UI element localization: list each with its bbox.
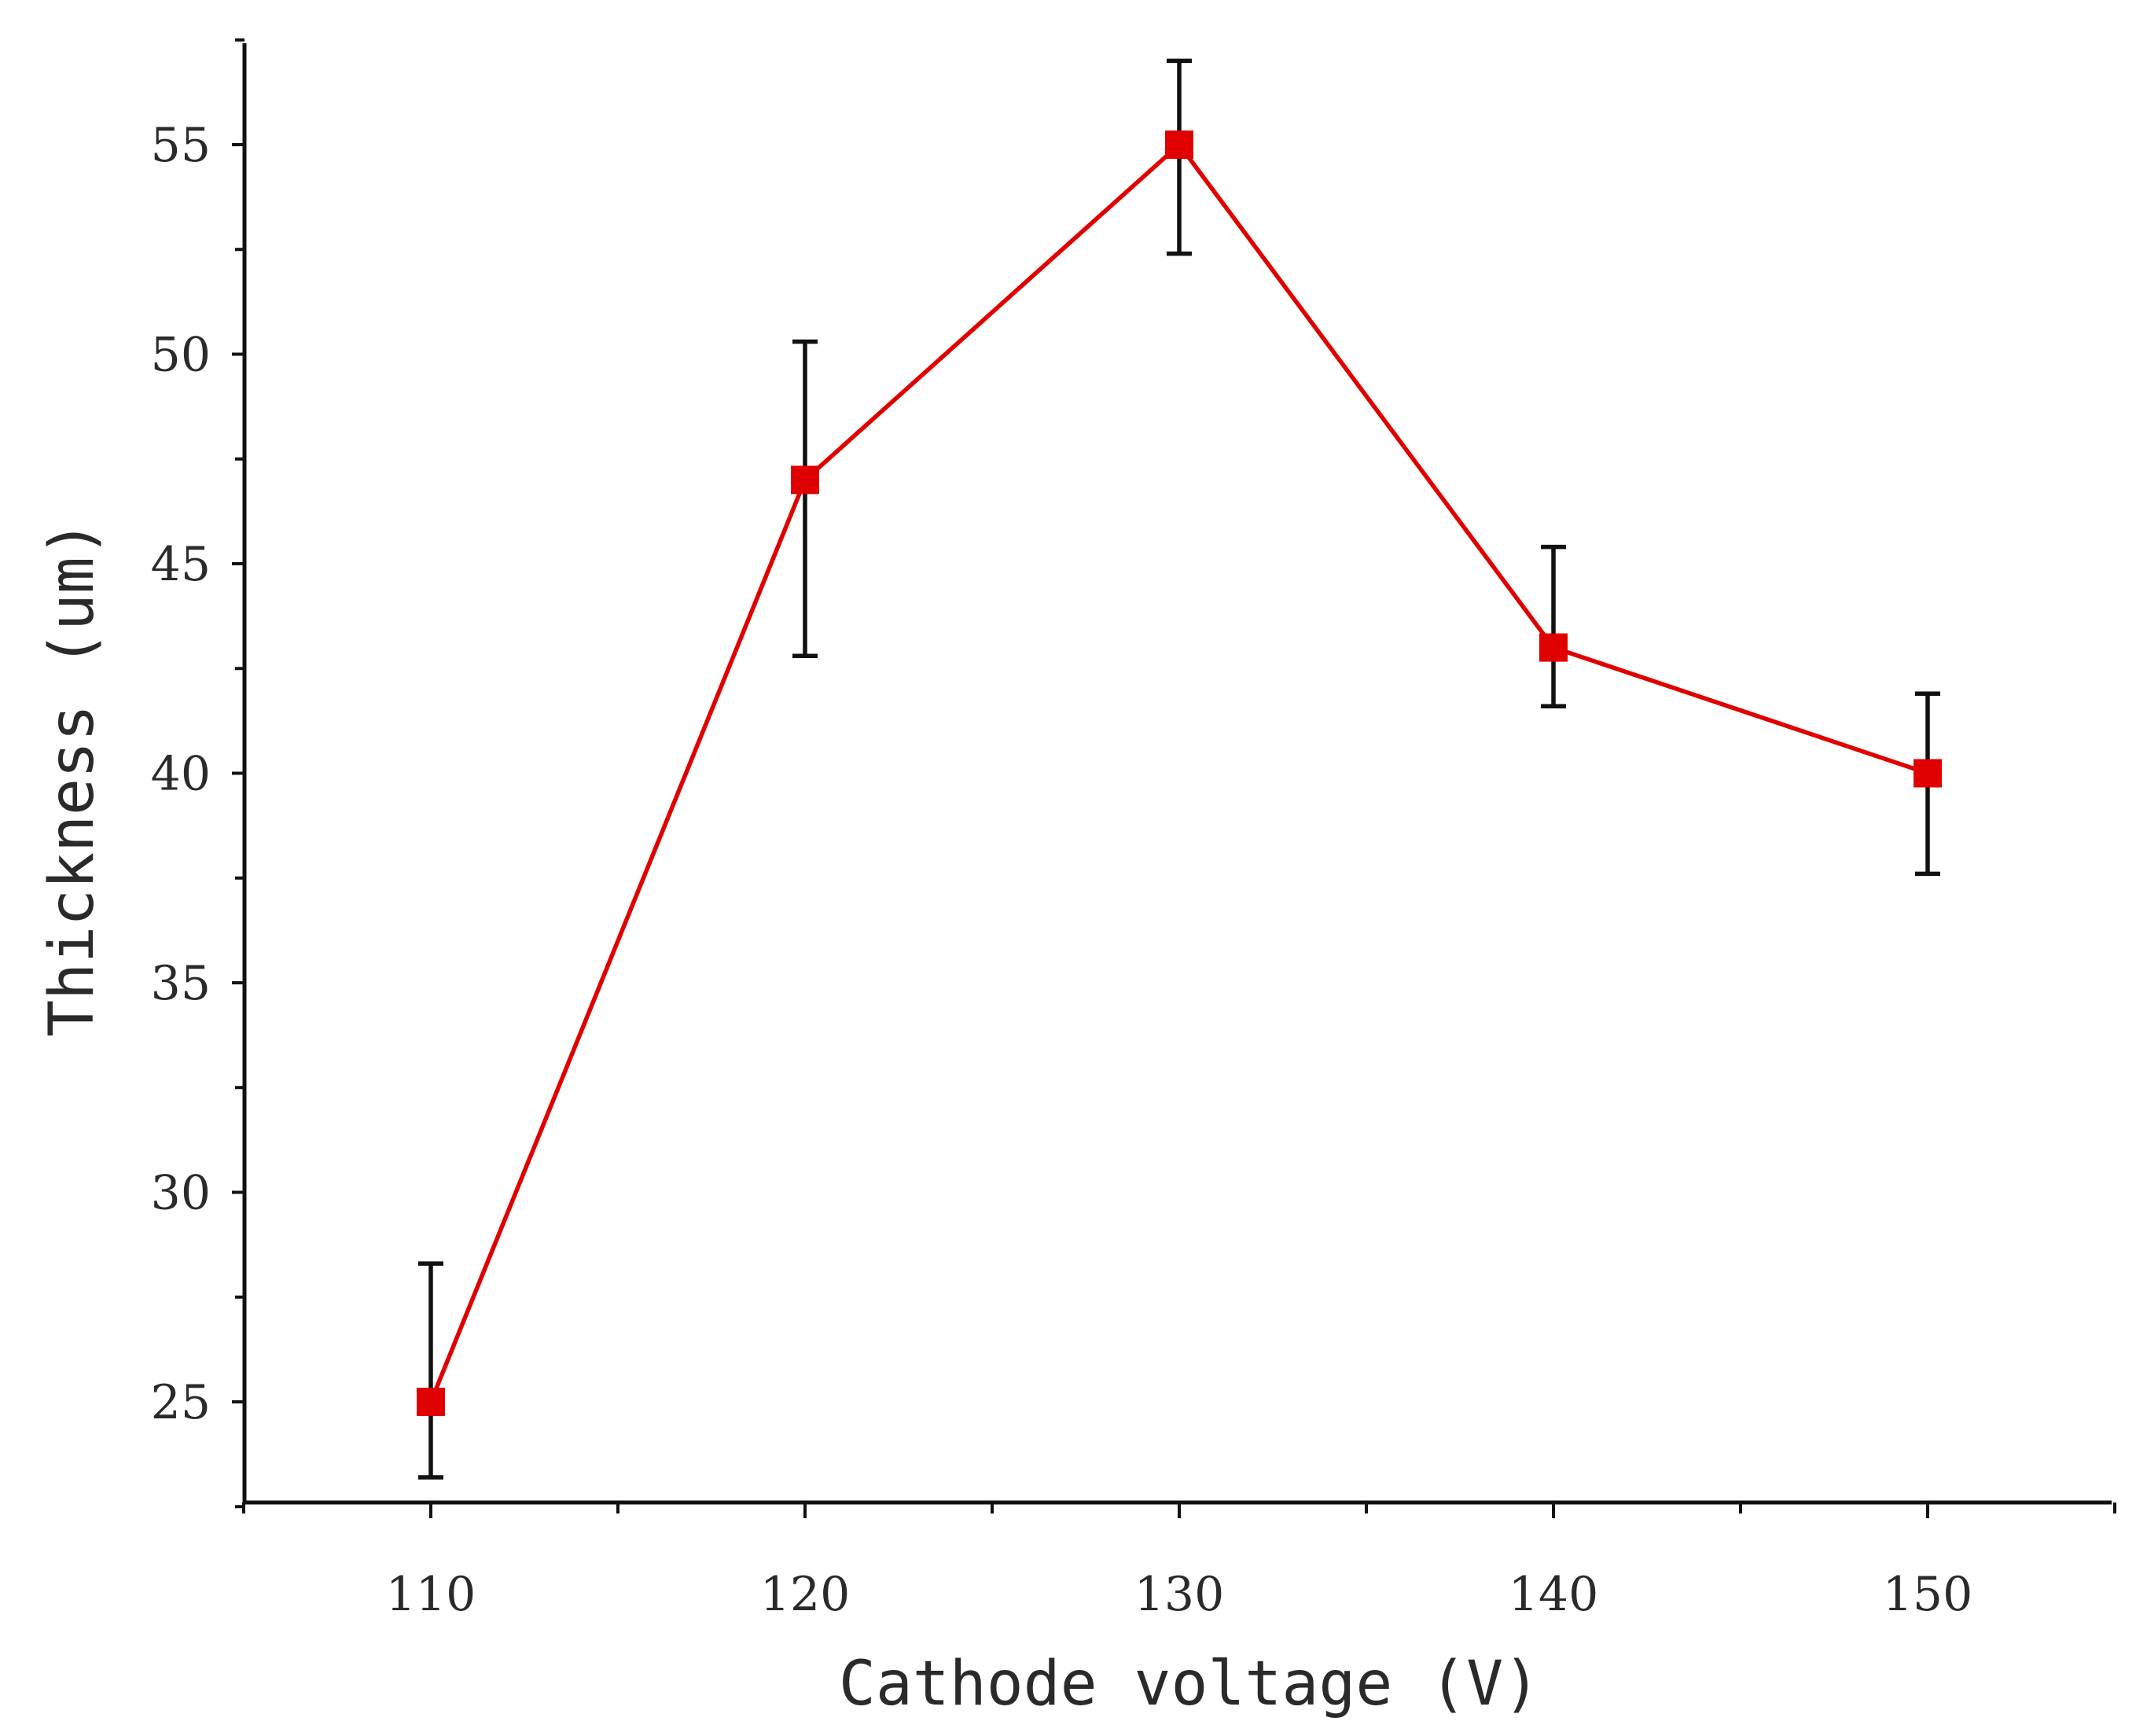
series bbox=[417, 58, 1942, 1480]
x-tick-label: 110 bbox=[386, 1567, 476, 1622]
y-tick-label: 55 bbox=[151, 118, 211, 173]
x-tick-label: 140 bbox=[1509, 1567, 1599, 1622]
ticks bbox=[232, 38, 2116, 1518]
data-point bbox=[1914, 759, 1942, 788]
data-point bbox=[791, 465, 819, 495]
y-tick-label: 30 bbox=[151, 1166, 211, 1221]
y-tick-label: 40 bbox=[151, 747, 211, 802]
axes bbox=[242, 43, 2112, 1505]
series-line bbox=[428, 142, 1928, 1403]
x-axis-title: Cathode voltage (V) bbox=[839, 1649, 1540, 1719]
data-point bbox=[417, 1388, 445, 1416]
x-tick-label: 130 bbox=[1134, 1567, 1225, 1622]
x-tick-label: 150 bbox=[1883, 1567, 1973, 1622]
y-tick-label: 45 bbox=[151, 537, 211, 592]
data-point bbox=[1165, 131, 1193, 159]
y-tick-label: 35 bbox=[151, 956, 211, 1011]
x-tick-label: 120 bbox=[760, 1567, 851, 1622]
y-tick-label: 50 bbox=[151, 328, 211, 383]
tick-labels: 110 120 130 140 150 25 30 35 40 45 50 55 bbox=[151, 118, 1973, 1622]
y-tick-label: 25 bbox=[151, 1375, 211, 1430]
data-point bbox=[1539, 633, 1568, 662]
y-axis-title: Thickness (um) bbox=[37, 520, 108, 1036]
